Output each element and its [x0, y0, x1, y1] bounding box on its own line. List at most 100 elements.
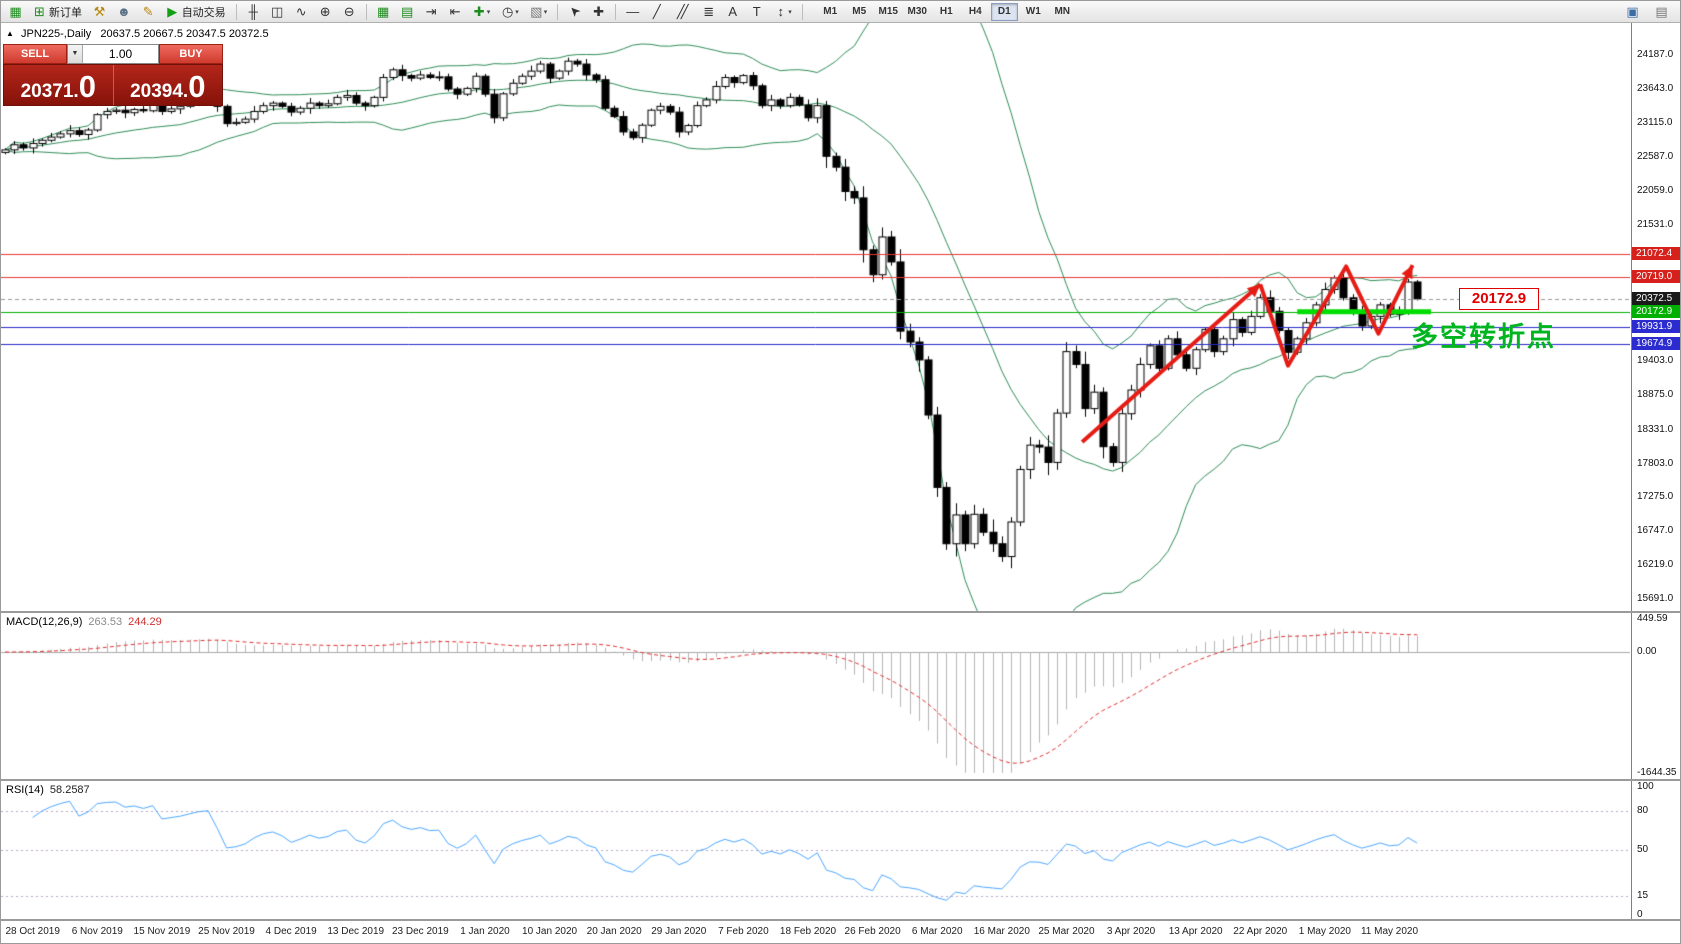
arrows-button[interactable]: ↕ ▾ — [769, 2, 797, 21]
sell-price: 20371. 0 — [20, 69, 96, 104]
new-order-button[interactable]: ⊞ 新订单 — [28, 2, 87, 21]
channel-button[interactable]: ╱╱ — [669, 2, 696, 21]
data-window-button[interactable]: ▣ — [1621, 2, 1644, 21]
timeframe-m1-button[interactable]: M1 — [817, 3, 844, 21]
horizontal-line-button[interactable]: — — [621, 2, 644, 21]
time-scale[interactable]: 28 Oct 2019 6 Nov 2019 15 Nov 2019 25 Nov 2… — [1, 921, 1680, 943]
chevron-down-icon: ▾ — [486, 8, 491, 16]
date-tick: 28 Oct 2019 — [5, 926, 60, 937]
play-icon: ▶ — [167, 4, 178, 19]
pivot-text-annotation[interactable]: 多空转折点 — [1411, 322, 1556, 352]
tile-windows-icon: ▦ — [377, 4, 390, 19]
print-button[interactable]: ▤ — [1650, 2, 1673, 21]
chevron-down-icon: ▾ — [543, 8, 548, 16]
line-chart-button[interactable]: ∿ — [290, 2, 313, 21]
candlestick-chart-button[interactable]: ◫ — [266, 2, 289, 21]
price-tick: 24187.0 — [1637, 48, 1674, 60]
text-icon: A — [728, 4, 738, 19]
chart-shift-icon: ⇤ — [449, 4, 461, 19]
toolbar-separator — [365, 3, 367, 20]
templates-button[interactable]: ▧ ▾ — [525, 2, 553, 21]
zoom-out-button[interactable]: ⊖ — [338, 2, 361, 21]
timeframe-m15-button[interactable]: M15 — [875, 3, 902, 21]
price-scale[interactable]: 24187.0 23643.0 23115.0 22587.0 22059.0 21531… — [1631, 23, 1680, 611]
arrows-icon: ↕ — [777, 4, 784, 19]
volume-dropdown-icon[interactable]: ▼ — [68, 45, 83, 63]
buy-button[interactable]: BUY — [159, 44, 223, 64]
timeframe-w1-button[interactable]: W1 — [1020, 3, 1047, 21]
date-tick: 25 Nov 2019 — [198, 926, 255, 937]
sell-button[interactable]: SELL — [3, 44, 67, 64]
accounts-button[interactable]: ☻ — [112, 2, 136, 21]
date-tick: 11 May 2020 — [1360, 926, 1419, 937]
date-tick: 3 Apr 2020 — [1106, 926, 1156, 937]
collapse-panel-icon[interactable]: ▲ — [6, 29, 14, 38]
zoom-in-icon: ⊕ — [319, 4, 331, 19]
fibonacci-button[interactable]: ≣ — [697, 2, 720, 21]
user-icon: ☻ — [117, 4, 131, 19]
metaeditor-button[interactable]: ✎ — [137, 2, 160, 21]
date-tick: 16 Mar 2020 — [973, 926, 1030, 937]
indicators-icon: ✚ — [473, 4, 485, 19]
macd-canvas[interactable] — [1, 613, 1630, 779]
cascade-windows-button[interactable]: ▤ — [396, 2, 419, 21]
price-tick: 15691.0 — [1637, 592, 1674, 604]
new-order-label: 新订单 — [49, 6, 82, 19]
timeframe-toolbar: M1 M5 M15 M30 H1 H4 D1 W1 MN — [816, 2, 1077, 21]
trendline-icon: ╱ — [652, 4, 661, 19]
timeframe-m5-button[interactable]: M5 — [846, 3, 873, 21]
crosshair-button[interactable]: ✚ — [587, 2, 610, 21]
bar-chart-icon: ╫ — [248, 4, 258, 19]
one-click-trading-widget: SELL ▼ BUY 20371.0 20394.0 — [3, 44, 223, 106]
template-icon: ▧ — [530, 4, 543, 19]
date-tick: 6 Mar 2020 — [911, 926, 963, 937]
pivot-price-annotation[interactable]: 20172.9 — [1459, 288, 1539, 310]
auto-scroll-icon: ⇥ — [425, 4, 437, 19]
toolbar-separator — [801, 3, 803, 20]
auto-scroll-button[interactable]: ⇥ — [420, 2, 443, 21]
rsi-canvas[interactable] — [1, 781, 1630, 919]
periods-button[interactable]: ◷ ▾ — [496, 2, 524, 21]
date-tick: 1 Jan 2020 — [460, 926, 510, 937]
rsi-scale[interactable]: 100 80 50 15 0 — [1631, 781, 1680, 919]
chart-title: ▲ JPN225-,Daily 20637.5 20667.5 20347.5 … — [6, 28, 269, 40]
zoom-in-button[interactable]: ⊕ — [314, 2, 337, 21]
cursor-button[interactable]: ➤ — [563, 2, 586, 21]
price-tick: 23643.0 — [1637, 83, 1674, 95]
autotrading-button[interactable]: ▶ 自动交易 — [161, 2, 231, 21]
tile-windows-button[interactable]: ▦ — [372, 2, 395, 21]
chart-shift-button[interactable]: ⇤ — [444, 2, 467, 21]
date-tick: 4 Dec 2019 — [265, 926, 317, 937]
volume-input[interactable] — [83, 45, 158, 63]
candlestick-chart-icon: ◫ — [271, 4, 284, 19]
price-tick: 18331.0 — [1637, 423, 1674, 435]
price-chart-canvas[interactable] — [1, 23, 1630, 611]
indicators-button[interactable]: ✚ ▾ — [468, 2, 496, 21]
date-tick: 13 Dec 2019 — [327, 926, 385, 937]
text-tool-button[interactable]: A — [721, 2, 744, 21]
macd-tick: 0.00 — [1637, 646, 1657, 658]
timeframe-h1-button[interactable]: H1 — [933, 3, 960, 21]
timeframe-m30-button[interactable]: M30 — [904, 3, 931, 21]
date-tick: 18 Feb 2020 — [779, 926, 837, 937]
bar-chart-button[interactable]: ╫ — [242, 2, 265, 21]
date-tick: 29 Jan 2020 — [651, 926, 707, 937]
timeframe-h4-button[interactable]: H4 — [962, 3, 989, 21]
timeframe-mn-button[interactable]: MN — [1049, 3, 1076, 21]
price-tick: 23115.0 — [1637, 117, 1673, 129]
label-tool-button[interactable]: T — [745, 2, 768, 21]
symbol-period-label: JPN225-,Daily — [20, 28, 92, 40]
date-tick: 25 Mar 2020 — [1038, 926, 1095, 937]
rsi-tick: 0 — [1637, 909, 1643, 919]
timeframe-d1-button[interactable]: D1 — [990, 2, 1018, 21]
cascade-windows-icon: ▤ — [401, 4, 414, 19]
date-tick: 23 Dec 2019 — [391, 926, 449, 937]
clock-icon: ◷ — [502, 4, 514, 19]
date-tick: 15 Nov 2019 — [133, 926, 191, 937]
expert-advisors-button[interactable]: ⚒ — [88, 2, 111, 21]
macd-scale[interactable]: 449.59 0.00 -1644.35 — [1631, 613, 1680, 779]
trendline-button[interactable]: ╱ — [645, 2, 668, 21]
price-level-badge: 20172.9 — [1632, 304, 1680, 318]
new-chart-button[interactable]: ▦ — [4, 2, 27, 21]
rsi-panel: 100 80 50 15 0 RSI(14) 58.2587 — [1, 781, 1680, 921]
